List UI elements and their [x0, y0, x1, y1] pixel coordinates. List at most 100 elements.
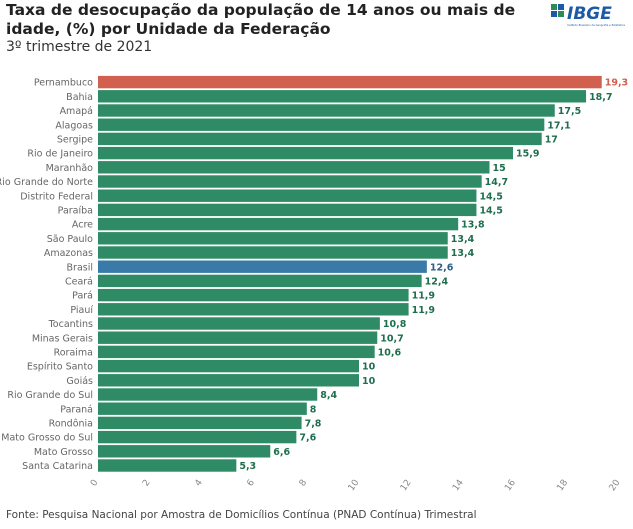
bar-4: [98, 132, 542, 146]
value-label: 14,5: [479, 191, 502, 202]
bar-24: [98, 416, 302, 430]
bar-group: [98, 75, 602, 472]
value-label: 8,4: [320, 390, 337, 401]
value-label: 13,8: [461, 220, 485, 231]
bar-15: [98, 288, 409, 302]
value-label: 11,9: [412, 291, 435, 302]
value-label: 18,7: [589, 92, 612, 103]
value-label: 14,5: [479, 206, 502, 217]
category-label: Amapá: [60, 106, 93, 117]
value-label: 17,5: [558, 106, 581, 117]
category-label: Piauí: [70, 305, 93, 316]
x-tick-label: 0: [89, 478, 101, 489]
value-label: 10,6: [378, 348, 402, 359]
bar-27: [98, 459, 237, 472]
category-label: Paraná: [60, 404, 93, 415]
value-label: 11,9: [412, 305, 435, 316]
value-label: 7,8: [305, 419, 322, 430]
bar-10: [98, 217, 459, 231]
category-label: Bahia: [66, 92, 93, 103]
category-label: Pernambuco: [34, 78, 93, 89]
bar-13: [98, 260, 427, 273]
source-note: Fonte: Pesquisa Nacional por Amostra de …: [6, 509, 477, 521]
value-label: 17,1: [547, 120, 570, 131]
chart-subtitle: 3º trimestre de 2021: [6, 39, 153, 55]
ibge-logo-mark-icon: [551, 4, 564, 17]
bar-20: [98, 359, 359, 373]
category-label: Brasil: [67, 262, 93, 273]
category-label: Amazonas: [44, 248, 93, 259]
category-label: Goiás: [66, 376, 93, 387]
value-label: 5,3: [239, 461, 256, 472]
bar-11: [98, 232, 448, 245]
category-label: Espírito Santo: [27, 362, 93, 373]
category-label: Acre: [72, 220, 93, 231]
category-label: Mato Grosso: [34, 447, 93, 458]
category-label: Pará: [72, 291, 93, 302]
x-tick-label: 16: [503, 478, 518, 493]
category-label: Alagoas: [55, 120, 93, 131]
bar-16: [98, 303, 409, 316]
value-label: 10: [362, 362, 376, 373]
bar-14: [98, 274, 422, 288]
bar-26: [98, 445, 271, 458]
x-tick-label: 4: [193, 478, 205, 489]
category-label: Ceará: [65, 277, 93, 288]
value-label: 7,6: [299, 433, 316, 444]
bar-19: [98, 345, 375, 359]
ibge-logo-subtext: Instituto Brasileiro de Geografia e Esta…: [567, 23, 625, 27]
x-tick-label: 12: [399, 478, 414, 493]
chart-title: Taxa de desocupação da população de 14 a…: [6, 1, 516, 38]
bar-7: [98, 175, 482, 188]
value-label: 13,4: [451, 248, 475, 259]
category-label: Rio Grande do Norte: [0, 177, 93, 188]
x-axis-ticks: 0 2 4 6 8 10 12 14 16 18 20: [89, 478, 623, 493]
category-label: Rondônia: [49, 419, 93, 430]
bar-1: [98, 90, 587, 103]
x-tick-label: 2: [141, 478, 152, 488]
bar-17: [98, 317, 380, 330]
category-label: Sergipe: [57, 135, 93, 146]
value-label: 14,7: [485, 177, 508, 188]
category-label: Paraíba: [58, 206, 93, 217]
category-label: Santa Catarina: [22, 461, 93, 472]
bar-12: [98, 246, 448, 259]
bar-2: [98, 104, 555, 117]
bar-18: [98, 331, 378, 344]
value-label: 12,4: [425, 277, 449, 288]
bar-5: [98, 146, 513, 160]
category-labels: Pernambuco Bahia Amapá Alagoas Sergipe Rio de…: [0, 78, 93, 472]
category-label: Roraima: [54, 348, 93, 359]
ibge-logo: IBGE Instituto Brasileiro de Geografia e…: [551, 4, 625, 27]
value-label: 8: [310, 404, 317, 415]
value-labels: 19,3 18,7 17,5 17,1 17 15,9 15 14,7 14,5 14,5 13,8…: [239, 78, 628, 472]
x-tick-label: 14: [451, 478, 466, 493]
category-label: Tocantins: [48, 319, 93, 330]
value-label: 15: [493, 163, 506, 174]
category-label: Distrito Federal: [20, 191, 93, 202]
x-tick-label: 20: [608, 478, 623, 493]
value-label: 12,6: [430, 262, 454, 273]
value-label: 17: [545, 135, 558, 146]
bar-21: [98, 374, 359, 387]
bar-23: [98, 402, 307, 415]
value-label: 13,4: [451, 234, 475, 245]
bar-22: [98, 388, 318, 401]
x-tick-label: 8: [298, 478, 310, 489]
x-tick-label: 10: [347, 478, 362, 493]
value-label: 10: [362, 376, 376, 387]
x-tick-label: 18: [555, 478, 570, 493]
category-label: Rio de Janeiro: [27, 149, 93, 160]
bar-25: [98, 430, 297, 444]
value-label: 10,8: [383, 319, 407, 330]
bar-8: [98, 189, 477, 202]
bar-0: [98, 75, 602, 89]
category-label: Mato Grosso do Sul: [1, 433, 93, 444]
category-label: Minas Gerais: [32, 333, 93, 344]
category-label: São Paulo: [47, 234, 93, 245]
bar-9: [98, 203, 477, 217]
category-label: Maranhão: [46, 163, 94, 174]
ibge-logo-text: IBGE: [567, 4, 612, 24]
value-label: 10,7: [380, 333, 403, 344]
